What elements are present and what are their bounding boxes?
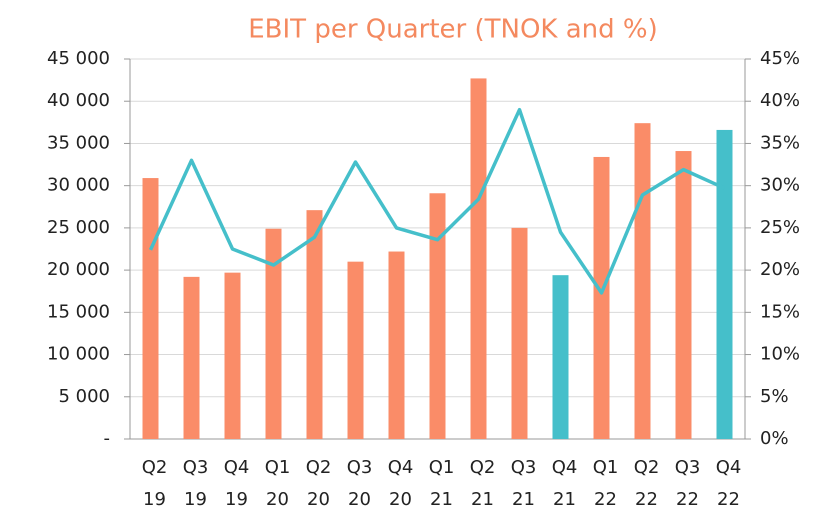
y2-tick-label: 30% (760, 175, 800, 196)
bar (511, 227, 528, 439)
y-tick-label: 45 000 (47, 48, 110, 69)
x-tick-label: Q3 19 (182, 457, 209, 510)
x-tick-label: Q1 20 (264, 457, 291, 510)
bar (347, 261, 364, 439)
x-tick-label: Q4 19 (223, 457, 250, 510)
y-tick-label: - (104, 428, 111, 449)
y-tick-label: 15 000 (47, 301, 110, 322)
line (148, 107, 726, 295)
bar (593, 156, 610, 439)
x-tick-label: Q3 20 (346, 457, 373, 510)
x-tick-label: Q4 21 (551, 457, 578, 510)
y2-tick-label: 5% (760, 386, 789, 407)
x-tick-label: Q1 22 (592, 457, 619, 510)
x-tick-label: Q3 21 (510, 457, 537, 510)
y2-tick-label: 45% (760, 48, 800, 69)
y-tick-label: 35 000 (47, 132, 110, 153)
bar (183, 276, 200, 439)
y2-tick-label: 15% (760, 301, 800, 322)
y2-tick-label: 10% (760, 344, 800, 365)
y2-tick-label: 25% (760, 217, 800, 238)
bar (265, 228, 282, 439)
bar (429, 193, 446, 439)
bar (306, 210, 323, 439)
x-tick-label: Q2 22 (633, 457, 660, 510)
x-tick-label: Q4 20 (387, 457, 414, 510)
y-tick-label: 5 000 (58, 386, 110, 407)
bar (224, 272, 241, 439)
y-tick-label: 40 000 (47, 90, 110, 111)
x-tick-label: Q2 21 (469, 457, 496, 510)
y2-tick-label: 40% (760, 90, 800, 111)
bar (634, 123, 651, 439)
y-tick-label: 20 000 (47, 259, 110, 280)
chart-title: EBIT per Quarter (TNOK and %) (248, 15, 658, 45)
x-tick-label: Q2 20 (305, 457, 332, 510)
x-tick-label: Q2 19 (141, 457, 168, 510)
y-tick-label: 25 000 (47, 217, 110, 238)
bar (470, 78, 487, 439)
y-tick-label: 30 000 (47, 175, 110, 196)
x-tick-label: Q1 21 (428, 457, 455, 510)
y2-tick-label: 20% (760, 259, 800, 280)
y-tick-label: 10 000 (47, 344, 110, 365)
x-tick-label: Q3 22 (674, 457, 701, 510)
bar (552, 275, 569, 439)
bar (142, 178, 159, 440)
y2-tick-label: 0% (760, 428, 789, 449)
bar (716, 129, 733, 439)
y2-tick-label: 35% (760, 132, 800, 153)
x-tick-label: Q4 22 (715, 457, 742, 510)
bar (675, 151, 692, 440)
bar (388, 251, 405, 439)
